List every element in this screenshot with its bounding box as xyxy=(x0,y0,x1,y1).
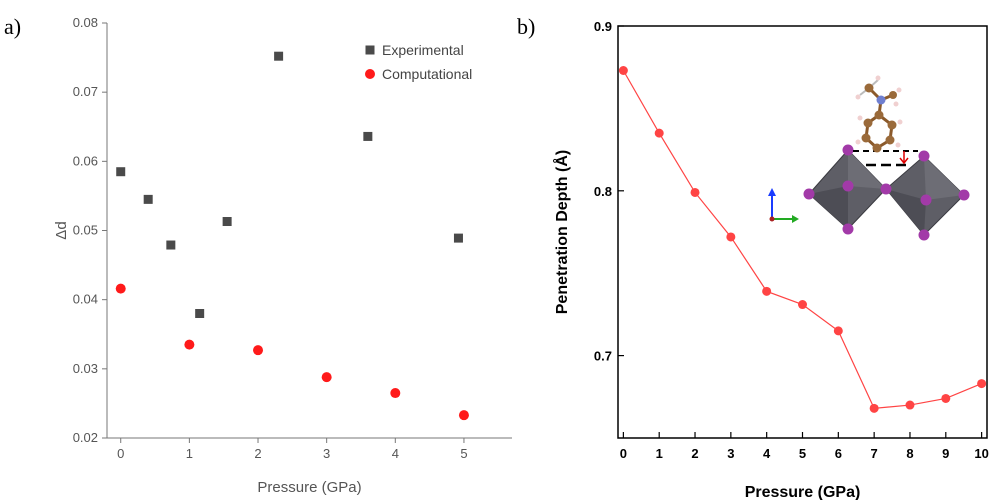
data-point-penetration-depth xyxy=(941,393,951,403)
data-point-experimental xyxy=(363,131,373,141)
panel-a-label: a) xyxy=(4,14,21,39)
panel-b-x-axis-title: Pressure (GPa) xyxy=(745,484,861,500)
legend-label-computational: Computational xyxy=(382,66,472,82)
panel-a-x-axis-title: Pressure (GPa) xyxy=(257,479,361,496)
data-point-penetration-depth xyxy=(618,65,628,75)
panel-a-x-tick-label: 5 xyxy=(460,446,467,461)
data-point-penetration-depth xyxy=(977,379,987,389)
panel-a-x-tick-label: 2 xyxy=(254,446,261,461)
panel-b-x-tick-label: 2 xyxy=(691,446,698,461)
panel-a-y-tick-label: 0.05 xyxy=(73,223,98,238)
panel-b-marks xyxy=(618,65,987,413)
data-point-penetration-depth xyxy=(869,403,879,413)
data-point-penetration-depth xyxy=(762,286,772,296)
penetration-depth-line xyxy=(622,70,982,409)
panel-b-y-axis-title: Penetration Depth (Å) xyxy=(552,150,571,314)
panel-b-x-tick-label: 10 xyxy=(974,446,988,461)
molecule-icon xyxy=(855,75,903,153)
panel-b-x-tick-label: 4 xyxy=(763,446,771,461)
panel-a-y-tick-label: 0.08 xyxy=(73,15,98,30)
panel-b-x-tick-label: 5 xyxy=(799,446,806,461)
data-point-experimental xyxy=(453,233,463,243)
panel-b-x-tick-label: 0 xyxy=(620,446,627,461)
data-point-penetration-depth xyxy=(726,232,736,242)
data-point-penetration-depth xyxy=(798,300,807,310)
panel-b-y-tick-label: 0.7 xyxy=(594,349,612,364)
data-point-computational xyxy=(458,410,469,421)
data-point-penetration-depth xyxy=(833,326,843,336)
data-point-experimental xyxy=(222,217,232,227)
panel-b-x-tick-label: 1 xyxy=(656,446,663,461)
data-point-experimental xyxy=(116,167,126,177)
panel-a: a) 0 1 2 3 4 5 0.02 0.03 0.04 0.05 0.06 0.07 0.08 Ex… xyxy=(4,14,512,496)
panel-b-x-tick-label: 7 xyxy=(871,446,878,461)
data-point-experimental xyxy=(274,51,284,61)
panel-b: b) 0 1 2 3 4 5 6 7 8 9 100.70.80.9 Pressure (GPa) … xyxy=(517,14,989,500)
crystal-axis-triad-icon xyxy=(768,188,799,223)
data-point-computational xyxy=(321,372,332,383)
panel-a-x-tick-label: 1 xyxy=(186,446,193,461)
legend-marker-experimental xyxy=(365,45,375,55)
panel-a-y-axis-title: Δd xyxy=(53,221,70,239)
panel-a-axes: 0 1 2 3 4 5 0.02 0.03 0.04 0.05 0.06 0.07 0.08 xyxy=(73,15,512,461)
panel-b-x-tick-label: 8 xyxy=(906,446,913,461)
molecule-structure-inset xyxy=(768,75,970,241)
panel-a-x-tick-label: 0 xyxy=(117,446,124,461)
legend-label-experimental: Experimental xyxy=(382,42,464,58)
panel-a-y-tick-label: 0.06 xyxy=(73,153,98,168)
panel-a-y-tick-label: 0.04 xyxy=(73,292,98,307)
data-point-computational xyxy=(184,339,195,350)
data-point-computational xyxy=(390,388,401,399)
panel-a-y-tick-label: 0.07 xyxy=(73,84,98,99)
panel-b-axes: 0 1 2 3 4 5 6 7 8 9 10 0.7 0.8 0.9 xyxy=(594,19,989,461)
panel-b-x-tick-label: 6 xyxy=(835,446,842,461)
data-point-penetration-depth xyxy=(905,400,915,410)
legend-marker-computational xyxy=(365,69,375,79)
data-point-experimental xyxy=(195,309,205,318)
panel-a-y-tick-label: 0.02 xyxy=(73,430,98,445)
panel-b-x-tick-label: 9 xyxy=(942,446,949,461)
data-point-experimental xyxy=(143,194,153,204)
panel-b-label: b) xyxy=(517,14,535,39)
panel-a-marks xyxy=(115,51,469,421)
data-point-experimental xyxy=(166,240,176,250)
panel-b-x-tick-label: 3 xyxy=(727,446,734,461)
panel-b-plot-frame xyxy=(617,25,988,439)
panel-a-x-tick-label: 3 xyxy=(323,446,330,461)
panel-a-legend: Experimental Computational xyxy=(365,42,472,82)
data-point-penetration-depth xyxy=(690,187,700,197)
penetration-depth-marker xyxy=(853,150,918,167)
data-point-computational xyxy=(115,283,126,294)
panel-a-x-tick-label: 4 xyxy=(392,446,399,461)
octahedra-icon xyxy=(803,144,970,241)
data-point-penetration-depth xyxy=(654,128,664,138)
panel-a-y-tick-label: 0.03 xyxy=(73,361,98,376)
data-point-computational xyxy=(253,345,264,356)
panel-b-y-tick-label: 0.9 xyxy=(594,19,612,34)
panel-b-y-tick-label: 0.8 xyxy=(594,184,612,199)
